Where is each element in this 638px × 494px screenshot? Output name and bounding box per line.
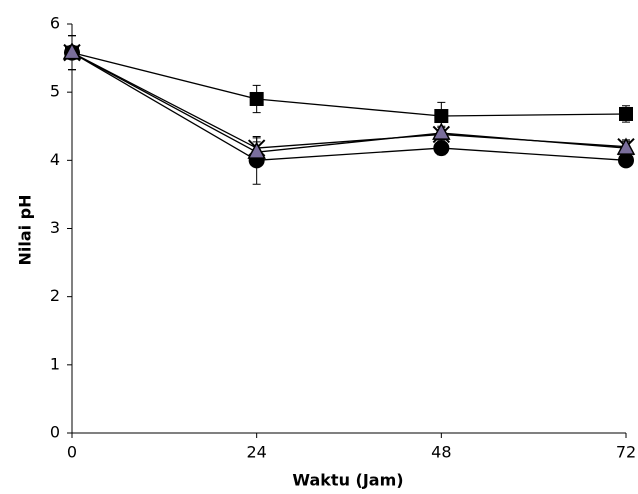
marker-triangle <box>62 42 82 60</box>
y-tick-label: 6 <box>50 14 60 33</box>
x-tick-label: 24 <box>246 443 266 462</box>
marker-triangle <box>247 141 266 159</box>
series-line <box>71 52 627 161</box>
series-line <box>71 52 627 153</box>
marker-triangle <box>616 137 636 155</box>
y-axis-label: Nilai pH <box>16 194 35 265</box>
x-tick-label: 0 <box>67 443 77 462</box>
y-tick-label: 5 <box>50 82 60 101</box>
y-tick-label: 3 <box>50 218 60 237</box>
marker-square <box>249 91 264 106</box>
x-tick-label: 48 <box>431 443 451 462</box>
y-tick-label: 0 <box>50 423 60 442</box>
series-line <box>71 51 627 117</box>
x-axis-label: Waktu (Jam) <box>292 471 403 490</box>
marker-square <box>619 106 633 121</box>
marker-square <box>434 109 449 124</box>
marker-circle <box>618 152 634 169</box>
y-tick-label: 1 <box>50 354 60 373</box>
x-tick-label: 72 <box>616 443 636 462</box>
y-tick-label: 4 <box>50 150 60 169</box>
y-tick-label: 2 <box>50 286 60 305</box>
marker-circle <box>433 140 450 157</box>
marker-triangle <box>432 122 451 140</box>
